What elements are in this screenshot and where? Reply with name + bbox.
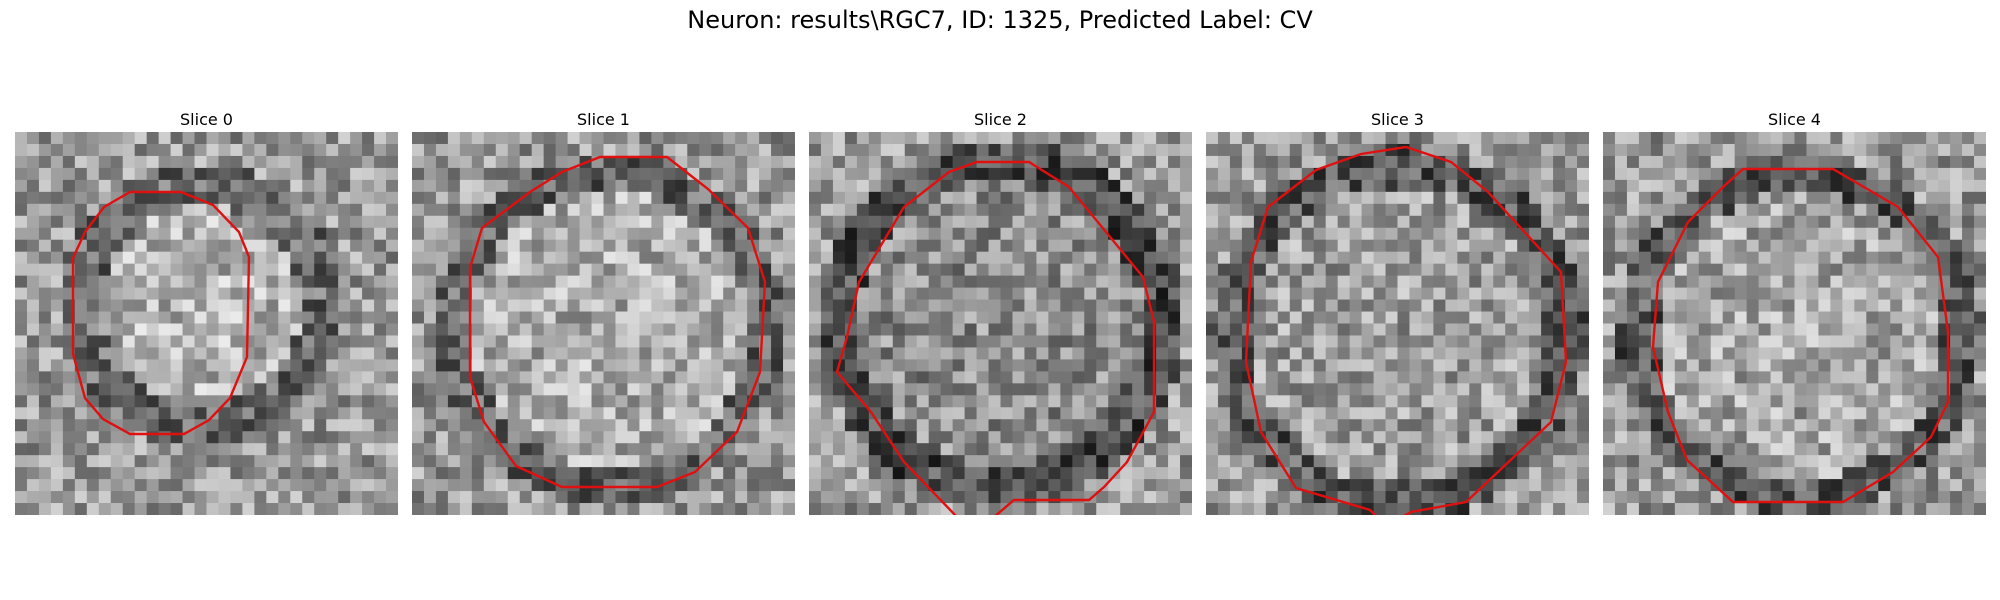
slice-panel-1: Slice 1 xyxy=(412,108,795,515)
slice-panel-3: Slice 3 xyxy=(1206,108,1589,515)
grayscale-pixel-grid xyxy=(809,132,1192,515)
segmentation-contour xyxy=(71,190,251,436)
slice-image xyxy=(15,132,398,515)
slice-panel-2: Slice 2 xyxy=(809,108,1192,515)
grayscale-pixel-grid xyxy=(412,132,795,515)
segmentation-contour xyxy=(1651,167,1950,504)
slice-panel-0: Slice 0 xyxy=(15,108,398,515)
slice-image xyxy=(809,132,1192,515)
grayscale-pixel-grid xyxy=(1206,132,1589,515)
slice-image xyxy=(412,132,795,515)
slice-title: Slice 0 xyxy=(180,110,233,129)
segmentation-contour xyxy=(1244,145,1568,515)
figure-title: Neuron: results\RGC7, ID: 1325, Predicte… xyxy=(687,6,1313,34)
slice-image xyxy=(1603,132,1986,515)
slice-title: Slice 1 xyxy=(577,110,630,129)
grayscale-pixel-grid xyxy=(15,132,398,515)
segmentation-contour xyxy=(835,160,1156,515)
slice-title: Slice 2 xyxy=(974,110,1027,129)
slice-title: Slice 4 xyxy=(1768,110,1821,129)
slice-image xyxy=(1206,132,1589,515)
segmentation-contour xyxy=(468,155,767,489)
slice-panel-4: Slice 4 xyxy=(1603,108,1986,515)
grayscale-pixel-grid xyxy=(1603,132,1986,515)
slice-title: Slice 3 xyxy=(1371,110,1424,129)
